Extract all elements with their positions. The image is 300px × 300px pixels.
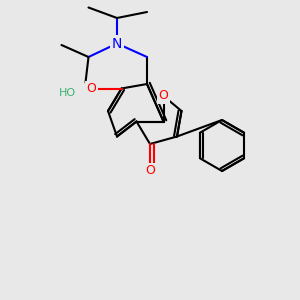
Text: N: N [112, 37, 122, 50]
Text: O: O [87, 82, 96, 95]
Text: O: O [145, 164, 155, 178]
Text: O: O [159, 89, 168, 103]
Text: HO: HO [59, 88, 76, 98]
